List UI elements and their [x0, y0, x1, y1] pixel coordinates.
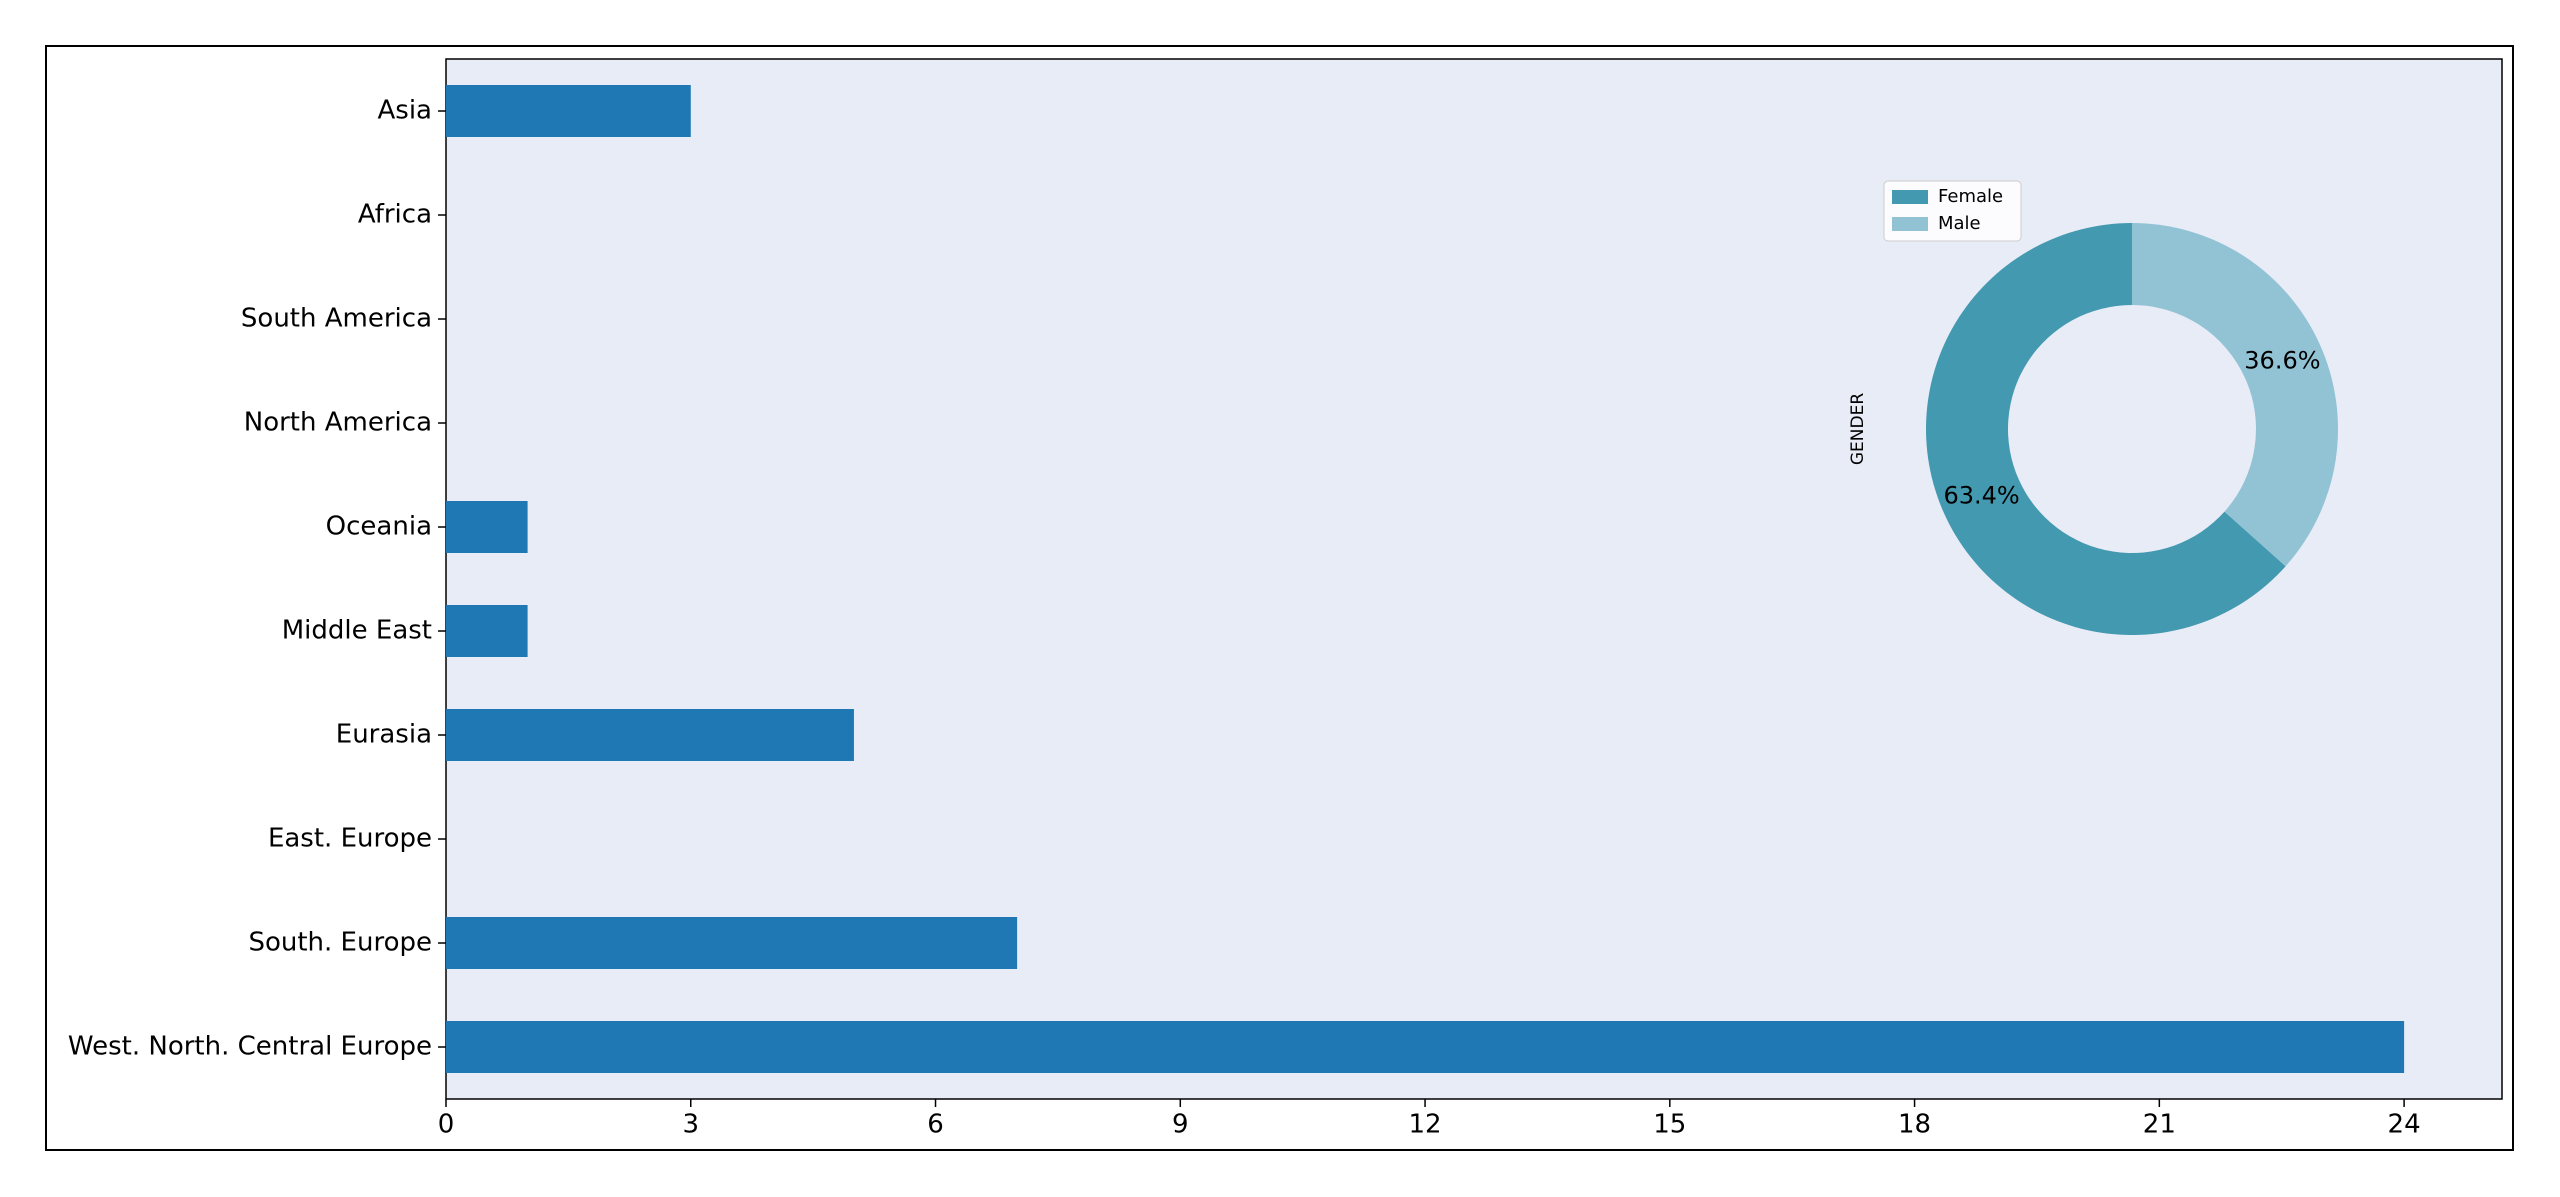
bar	[446, 917, 1018, 969]
pie-value-label: 63.4%	[1943, 481, 2019, 509]
pie-wedge	[2132, 223, 2338, 567]
legend-swatch	[1892, 217, 1928, 231]
y-tick-label: Middle East	[282, 616, 432, 646]
pie-value-label: 36.6%	[2244, 347, 2320, 375]
legend-label: Male	[1938, 213, 1981, 234]
x-tick-label: 9	[1172, 1110, 1189, 1140]
x-tick-label: 21	[2143, 1110, 2176, 1140]
bar	[446, 501, 528, 553]
y-tick-label: South America	[241, 304, 432, 334]
y-tick-label: East. Europe	[268, 824, 432, 854]
y-tick-label: North America	[244, 408, 432, 438]
x-tick-label: 12	[1409, 1110, 1442, 1140]
bar	[446, 709, 854, 761]
x-tick-label: 3	[682, 1110, 699, 1140]
y-tick-label: Oceania	[326, 512, 432, 542]
y-tick-label: South. Europe	[248, 928, 432, 958]
bar	[446, 85, 691, 137]
pie-ylabel: GENDER	[1848, 393, 1868, 465]
y-tick-label: West. North. Central Europe	[68, 1032, 432, 1062]
x-tick-label: 6	[927, 1110, 944, 1140]
x-tick-label: 0	[438, 1110, 455, 1140]
pie-wedge	[1925, 223, 2286, 636]
x-tick-label: 24	[2388, 1110, 2421, 1140]
y-tick-label: Eurasia	[336, 720, 432, 750]
x-tick-label: 15	[1653, 1110, 1686, 1140]
legend-label: Female	[1938, 186, 2003, 207]
y-tick-label: Asia	[378, 96, 433, 126]
legend-swatch	[1892, 190, 1928, 204]
bar	[446, 1021, 2405, 1073]
x-tick-label: 18	[1898, 1110, 1931, 1140]
y-tick-label: Africa	[358, 200, 432, 230]
bar	[446, 605, 528, 657]
